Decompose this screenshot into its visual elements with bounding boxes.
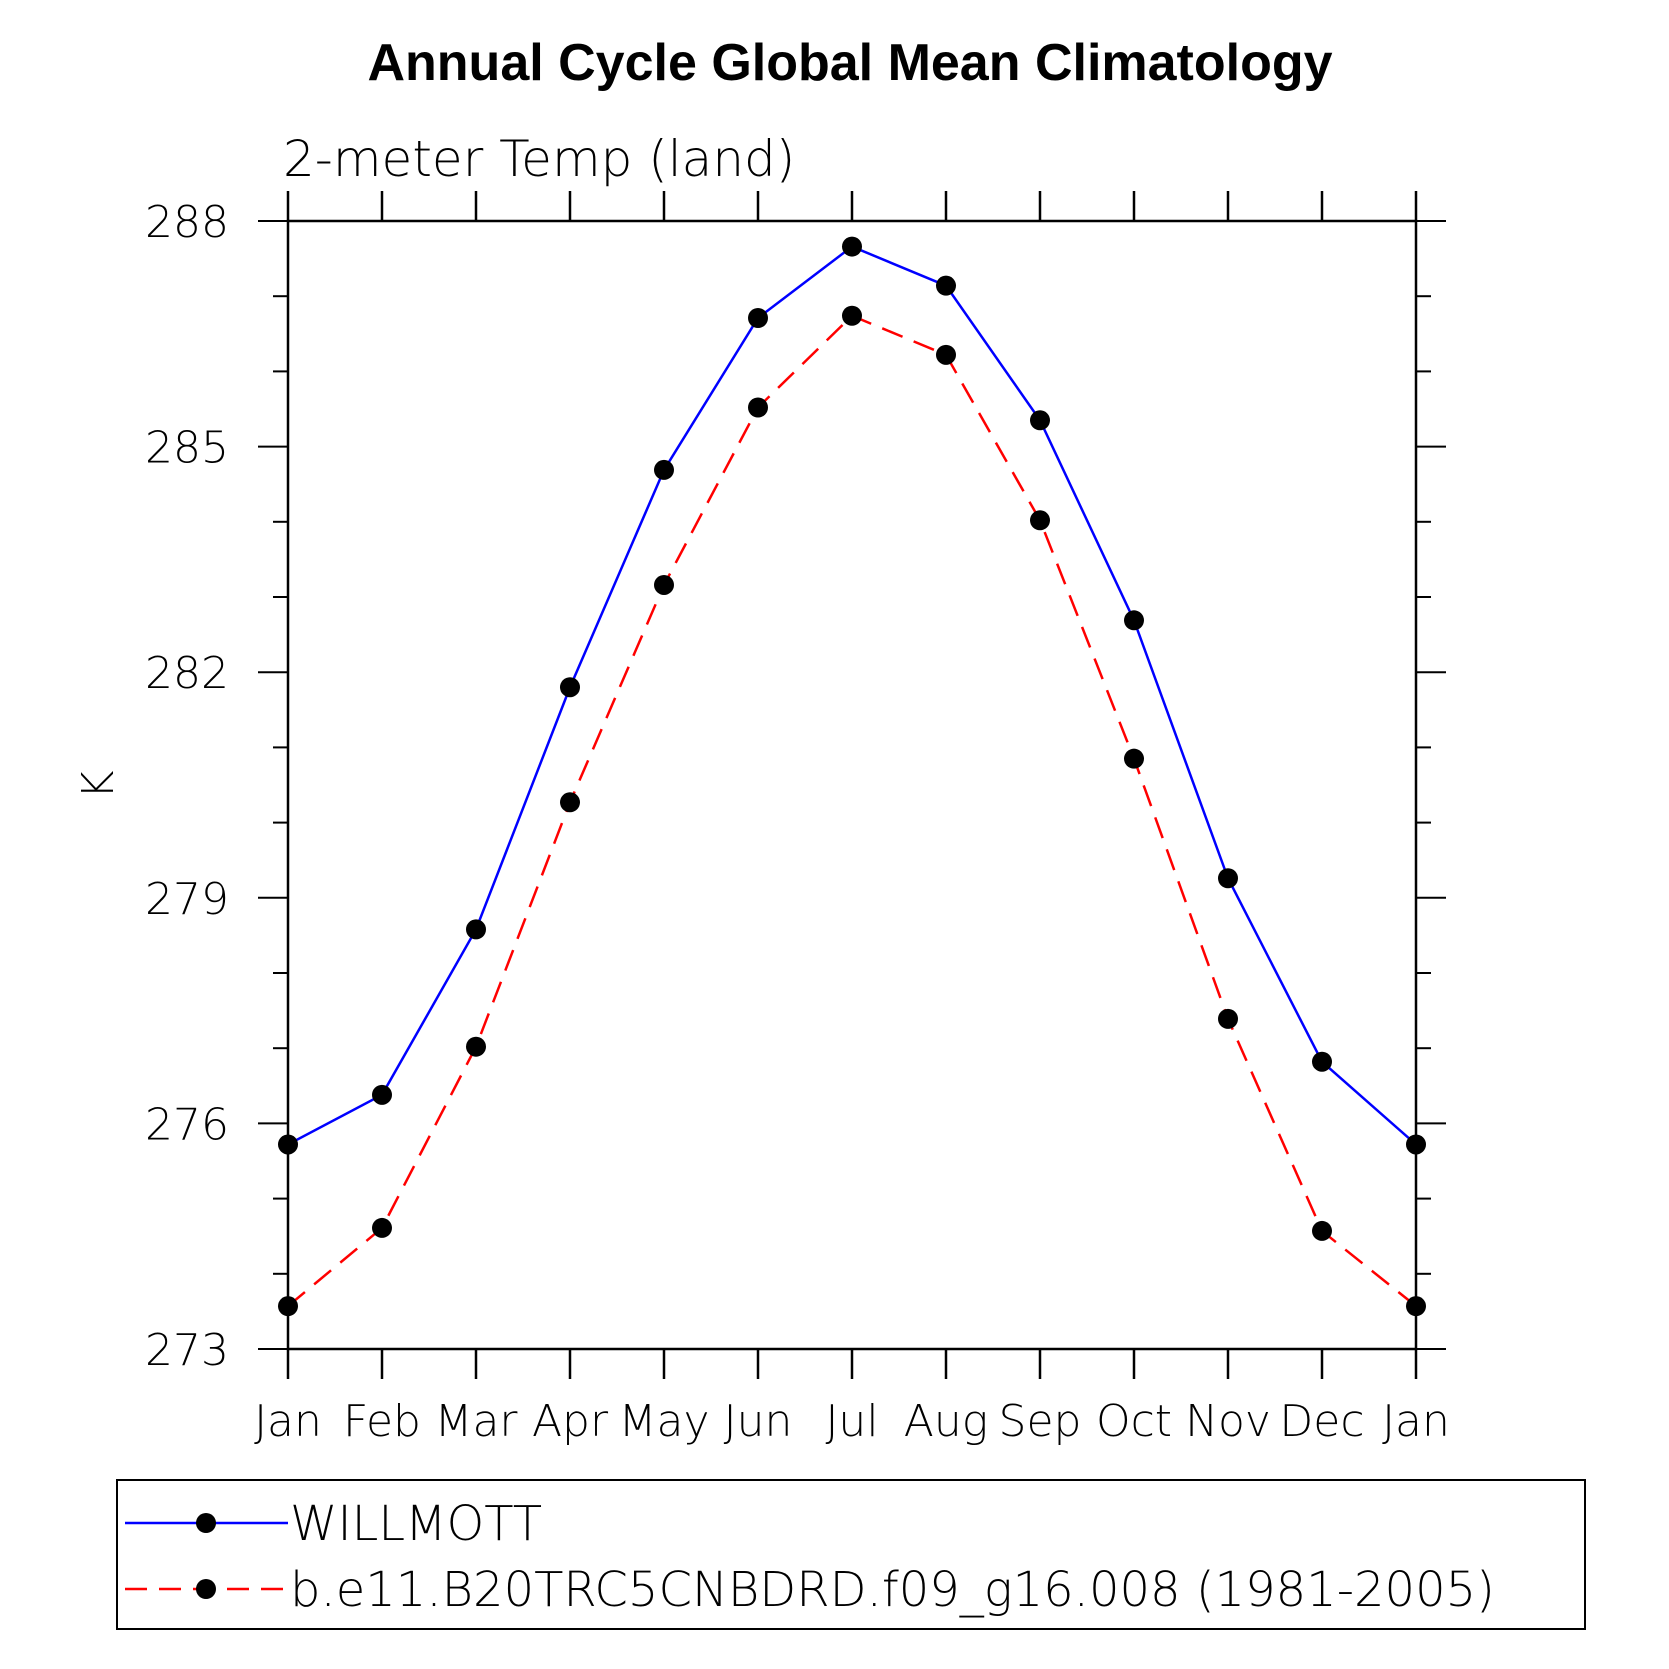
x-tick-label: Nov: [1185, 1396, 1271, 1447]
x-tick-label: Jan: [1382, 1396, 1450, 1447]
data-point: [278, 1134, 298, 1155]
y-tick-label: 273: [145, 1325, 229, 1376]
y-tick-label: 288: [145, 197, 229, 248]
data-point: [748, 308, 768, 329]
data-point: [654, 459, 674, 480]
data-point: [1030, 510, 1050, 531]
data-point: [466, 1036, 486, 1057]
chart-title: Annual Cycle Global Mean Climatology: [367, 34, 1332, 92]
y-tick-label: 282: [145, 648, 229, 699]
data-point: [560, 792, 580, 813]
x-tick-label: Aug: [904, 1396, 988, 1447]
series-line-1: [287, 314, 1417, 1308]
y-tick-label: 279: [145, 874, 229, 925]
data-point: [1124, 610, 1144, 631]
data-point: [1312, 1051, 1332, 1072]
data-point: [1312, 1220, 1332, 1241]
data-point: [654, 574, 674, 595]
x-tick-label: Mar: [434, 1396, 518, 1447]
legend-marker: [196, 1579, 216, 1599]
x-tick-label: Feb: [343, 1396, 421, 1447]
series-line-0: [287, 245, 1417, 1146]
data-point: [842, 305, 862, 326]
y-tick-label: 285: [145, 423, 229, 474]
axis-ticks: [258, 191, 1446, 1379]
data-point: [1218, 868, 1238, 889]
x-tick-labels: Jan Feb Mar Apr May Jun Jul Aug Sep Oct Nov Dec Jan: [254, 1396, 1450, 1447]
data-point: [1124, 748, 1144, 769]
x-tick-label: May: [619, 1396, 710, 1447]
x-tick-label: Jan: [254, 1396, 322, 1447]
data-point: [466, 919, 486, 940]
data-point: [1406, 1296, 1426, 1317]
data-point: [278, 1296, 298, 1317]
legend-marker: [196, 1513, 216, 1533]
data-point: [748, 397, 768, 418]
legend-label: WILLMOTT: [290, 1496, 542, 1552]
legend-box: [116, 1479, 1586, 1630]
data-point: [936, 275, 956, 296]
x-tick-label: Oct: [1096, 1396, 1172, 1447]
x-tick-label: Jun: [724, 1396, 793, 1447]
data-point: [372, 1217, 392, 1238]
x-tick-label: Sep: [999, 1396, 1082, 1447]
plot-frame: [286, 219, 1418, 1351]
y-tick-labels: 273 276 279 282 285 288: [145, 197, 229, 1376]
y-tick-label: 276: [145, 1099, 229, 1150]
data-point: [560, 677, 580, 698]
legend: WILLMOTT b.e11.B20TRC5CNBDRD.f09_g16.008 …: [125, 1496, 1495, 1618]
data-point: [1030, 410, 1050, 431]
series-group: [278, 236, 1426, 1317]
y-axis-label: K: [73, 770, 124, 799]
data-point: [1406, 1134, 1426, 1155]
x-tick-label: Dec: [1279, 1396, 1364, 1447]
data-point: [1218, 1008, 1238, 1029]
chart-subtitle: 2-meter Temp (land): [283, 130, 795, 188]
data-point: [372, 1084, 392, 1105]
data-point: [936, 344, 956, 365]
legend-label: b.e11.B20TRC5CNBDRD.f09_g16.008 (1981-20…: [290, 1562, 1495, 1618]
data-point: [842, 236, 862, 257]
x-tick-label: Jul: [825, 1396, 878, 1447]
x-tick-label: Apr: [532, 1396, 609, 1447]
